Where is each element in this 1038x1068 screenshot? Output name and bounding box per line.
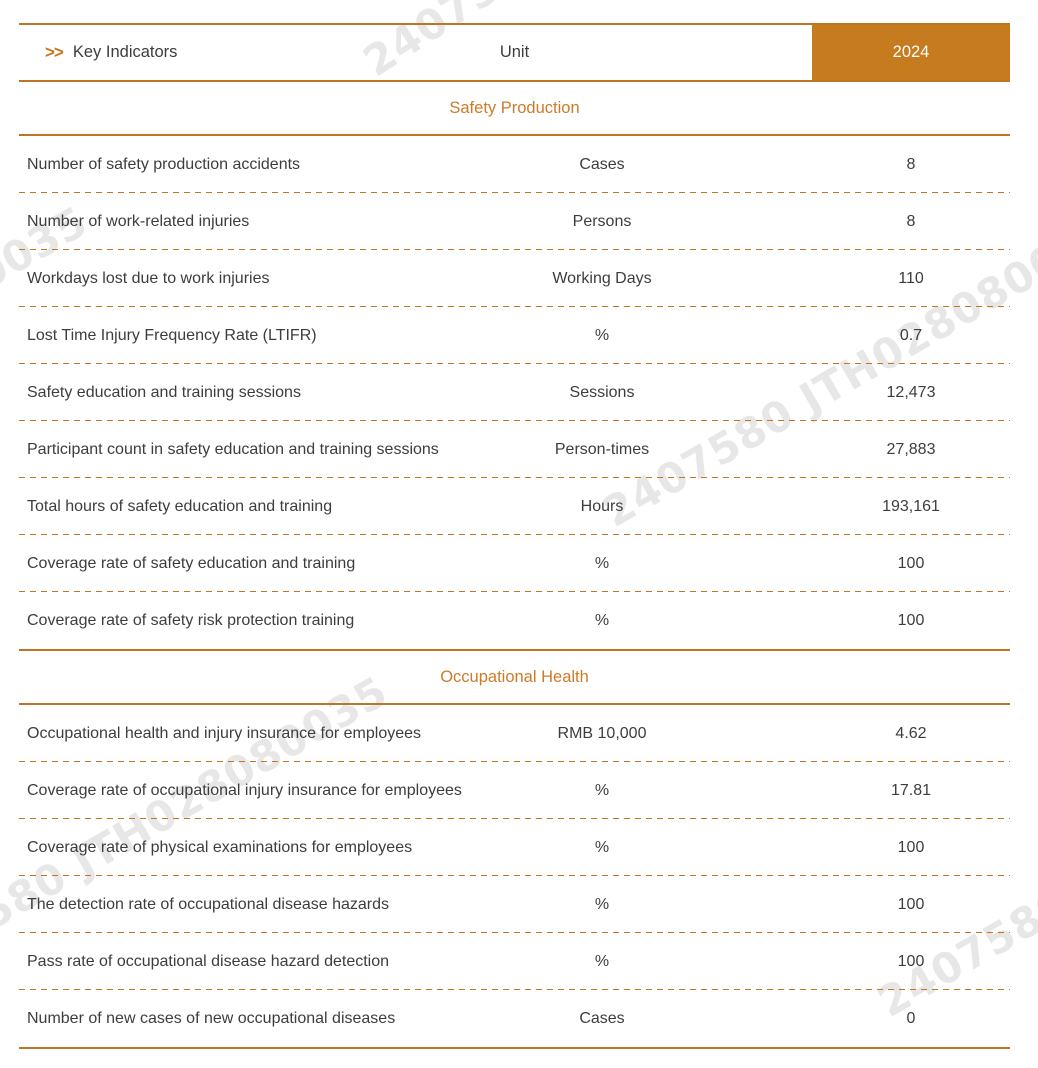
section-rows: Occupational health and injury insurance… [19,705,1010,1047]
indicator-cell: Coverage rate of occupational injury ins… [27,781,462,799]
indicator-cell: Total hours of safety education and trai… [27,497,333,515]
table-row: Total hours of safety education and trai… [19,478,1010,535]
unit-cell: % [594,838,610,856]
unit-cell: Hours [580,497,624,515]
table-row: The detection rate of occupational disea… [19,876,1010,933]
value-cell: 4.62 [895,724,927,742]
unit-cell: % [594,611,610,629]
section-title: Safety Production [19,82,1010,136]
unit-cell: % [594,952,610,970]
table-row: Number of new cases of new occupational … [19,990,1010,1047]
value-cell: 27,883 [886,440,936,458]
value-cell: 0.7 [899,326,923,344]
value-cell: 110 [898,269,924,287]
table-row: Coverage rate of physical examinations f… [19,819,1010,876]
indicator-cell: Workdays lost due to work injuries [27,269,270,287]
indicator-cell: Coverage rate of safety education and tr… [27,554,356,572]
value-cell: 100 [897,952,925,970]
indicator-cell: Number of new cases of new occupational … [27,1009,396,1027]
indicator-cell: The detection rate of occupational disea… [27,895,390,913]
unit-cell: Person-times [554,440,650,458]
table-row: Participant count in safety education an… [19,421,1010,478]
value-cell: 8 [906,212,916,230]
unit-cell: Working Days [552,269,652,287]
table-row: Pass rate of occupational disease hazard… [19,933,1010,990]
key-indicators-table: Unit >> Key Indicators 2024 Safety Produ… [19,23,1010,1049]
unit-cell: Cases [579,155,625,173]
section-safety-production: Safety Production Number of safety produ… [19,82,1010,649]
indicator-cell: Lost Time Injury Frequency Rate (LTIFR) [27,326,317,344]
value-cell: 100 [897,554,925,572]
value-cell: 0 [906,1009,916,1027]
indicator-cell: Number of safety production accidents [27,155,301,173]
unit-cell: % [594,326,610,344]
table-title: Key Indicators [72,43,178,61]
unit-cell: Cases [579,1009,625,1027]
value-cell: 193,161 [882,497,940,515]
unit-cell: % [594,781,610,799]
table-row: Workdays lost due to work injuries Worki… [19,250,1010,307]
indicator-cell: Safety education and training sessions [27,383,301,401]
unit-cell: Sessions [569,383,635,401]
value-cell: 100 [897,611,925,629]
section-occupational-health: Occupational Health Occupational health … [19,649,1010,1047]
indicator-cell: Coverage rate of physical examinations f… [27,838,413,856]
indicator-cell: Pass rate of occupational disease hazard… [27,952,390,970]
unit-cell: % [594,554,610,572]
table-header-row: Unit >> Key Indicators 2024 [19,25,1010,82]
table-row: Safety education and training sessions S… [19,364,1010,421]
unit-cell: % [594,895,610,913]
value-cell: 100 [897,895,925,913]
table-row: Coverage rate of safety education and tr… [19,535,1010,592]
value-cell: 100 [897,838,925,856]
year-column-header: 2024 [812,25,1010,80]
indicator-cell: Participant count in safety education an… [27,440,439,458]
table-row: Number of work-related injuries Persons … [19,193,1010,250]
section-title: Occupational Health [19,649,1010,705]
value-cell: 12,473 [886,383,936,401]
unit-cell: Persons [572,212,632,230]
indicator-cell: Number of work-related injuries [27,212,250,230]
indicator-cell: Coverage rate of safety risk protection … [27,611,355,629]
table-row: Number of safety production accidents Ca… [19,136,1010,193]
table-row: Occupational health and injury insurance… [19,705,1010,762]
double-chevron-icon: >> [45,42,64,62]
table-title-cell: >> Key Indicators [19,42,178,63]
table-row: Coverage rate of safety risk protection … [19,592,1010,649]
table-row: Lost Time Injury Frequency Rate (LTIFR) … [19,307,1010,364]
unit-cell: RMB 10,000 [557,724,647,742]
table-row: Coverage rate of occupational injury ins… [19,762,1010,819]
indicator-cell: Occupational health and injury insurance… [27,724,422,742]
unit-column-header: Unit [499,43,530,61]
section-rows: Number of safety production accidents Ca… [19,136,1010,649]
value-cell: 8 [906,155,916,173]
value-cell: 17.81 [890,781,932,799]
